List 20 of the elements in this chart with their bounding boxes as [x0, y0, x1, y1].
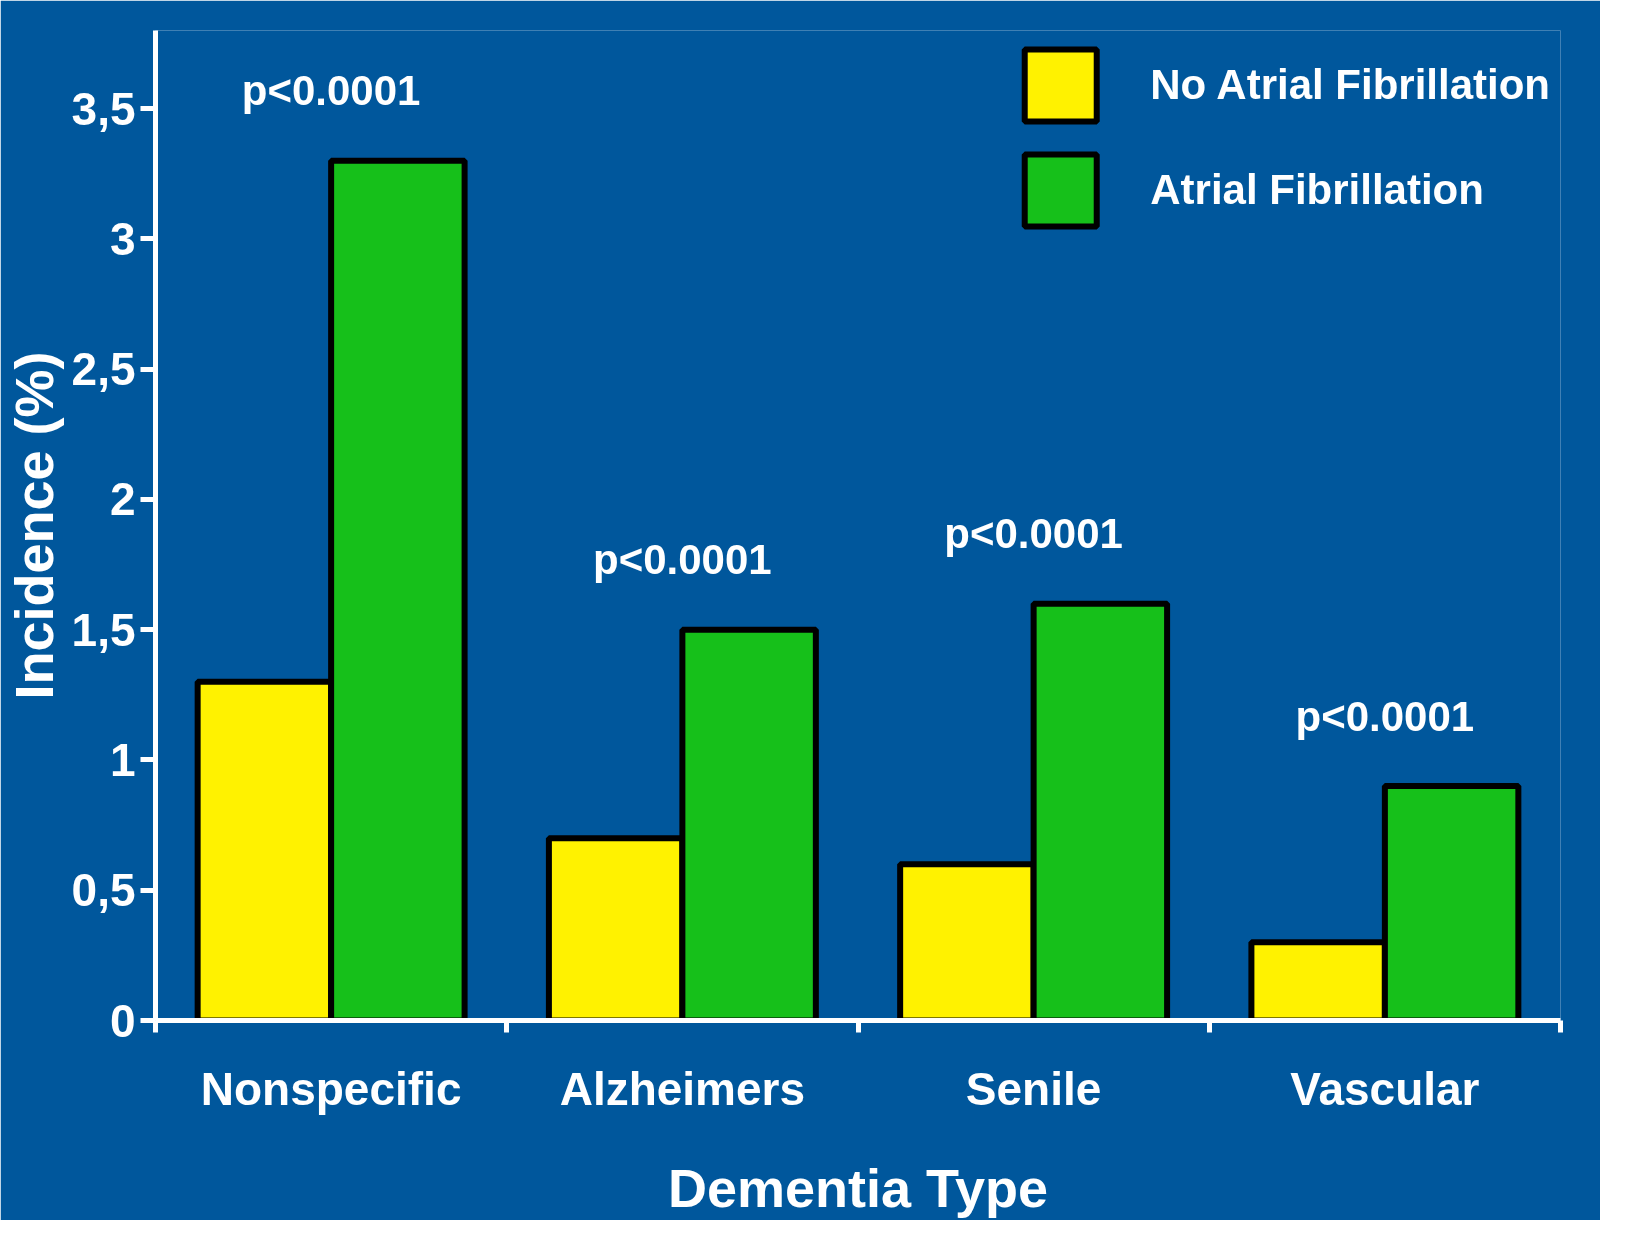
annotation: p<0.0001 — [593, 536, 772, 584]
annotation: p<0.0001 — [241, 67, 421, 115]
annotation: p<0.0001 — [944, 510, 1123, 558]
y-tick-label: 0,5 — [71, 864, 136, 917]
legend-label: No Atrial Fibrillation — [1150, 61, 1550, 109]
y-tick-label: 1 — [109, 733, 136, 786]
y-tick-label: 3 — [109, 212, 136, 265]
legend-label: Atrial Fibrillation — [1150, 166, 1484, 214]
y-tick-label: 3,5 — [71, 82, 136, 135]
y-tick-label: 2,5 — [71, 343, 136, 396]
y-tick-label: 0 — [109, 994, 136, 1047]
y-axis-title: Incidence (%) — [3, 351, 64, 700]
x-tick-label: Nonspecific — [200, 1062, 462, 1115]
annotation: p<0.0001 — [1295, 692, 1475, 740]
x-tick-label: Vascular — [1290, 1062, 1480, 1115]
y-tick-label: 2 — [109, 473, 136, 526]
y-tick-label: 1,5 — [71, 603, 136, 656]
x-tick-label: Senile — [965, 1062, 1102, 1115]
x-tick-label: Alzheimers — [559, 1062, 806, 1115]
x-axis-title: Dementia Type — [667, 1157, 1049, 1218]
